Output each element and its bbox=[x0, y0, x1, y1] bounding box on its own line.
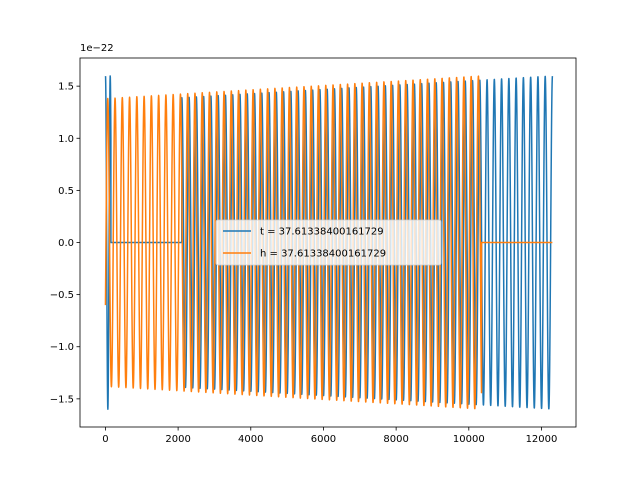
legend-box bbox=[215, 219, 442, 266]
x-tick-label: 12000 bbox=[526, 434, 558, 445]
x-tick-label: 2000 bbox=[165, 434, 190, 445]
y-tick-label: 1.0 bbox=[58, 134, 74, 145]
x-axis: 0 2000 4000 6000 8000 10000 12000 bbox=[102, 427, 557, 445]
y-tick-label: 0.5 bbox=[58, 186, 74, 197]
x-tick-label: 8000 bbox=[383, 434, 408, 445]
x-tick-label: 6000 bbox=[311, 434, 336, 445]
y-tick-label: −1.0 bbox=[50, 342, 74, 353]
x-tick-label: 10000 bbox=[453, 434, 485, 445]
x-tick-label: 0 bbox=[102, 434, 108, 445]
y-tick-label: 0.0 bbox=[58, 238, 74, 249]
y-offset-label: 1e−22 bbox=[80, 43, 114, 54]
series-line-h bbox=[104, 75, 553, 410]
y-tick-label: −0.5 bbox=[50, 290, 74, 301]
y-axis: −1.5 −1.0 −0.5 0.0 0.5 1.0 1.5 bbox=[50, 82, 80, 405]
plot-lines bbox=[104, 75, 554, 410]
legend-label: h = 37.61338400161729 bbox=[260, 249, 386, 260]
series-line-t bbox=[104, 75, 554, 410]
legend: t = 37.61338400161729 h = 37.613384001617… bbox=[215, 219, 442, 266]
y-tick-label: −1.5 bbox=[50, 394, 74, 405]
x-tick-label: 4000 bbox=[238, 434, 263, 445]
legend-label: t = 37.61338400161729 bbox=[260, 227, 384, 238]
y-tick-label: 1.5 bbox=[58, 82, 74, 93]
